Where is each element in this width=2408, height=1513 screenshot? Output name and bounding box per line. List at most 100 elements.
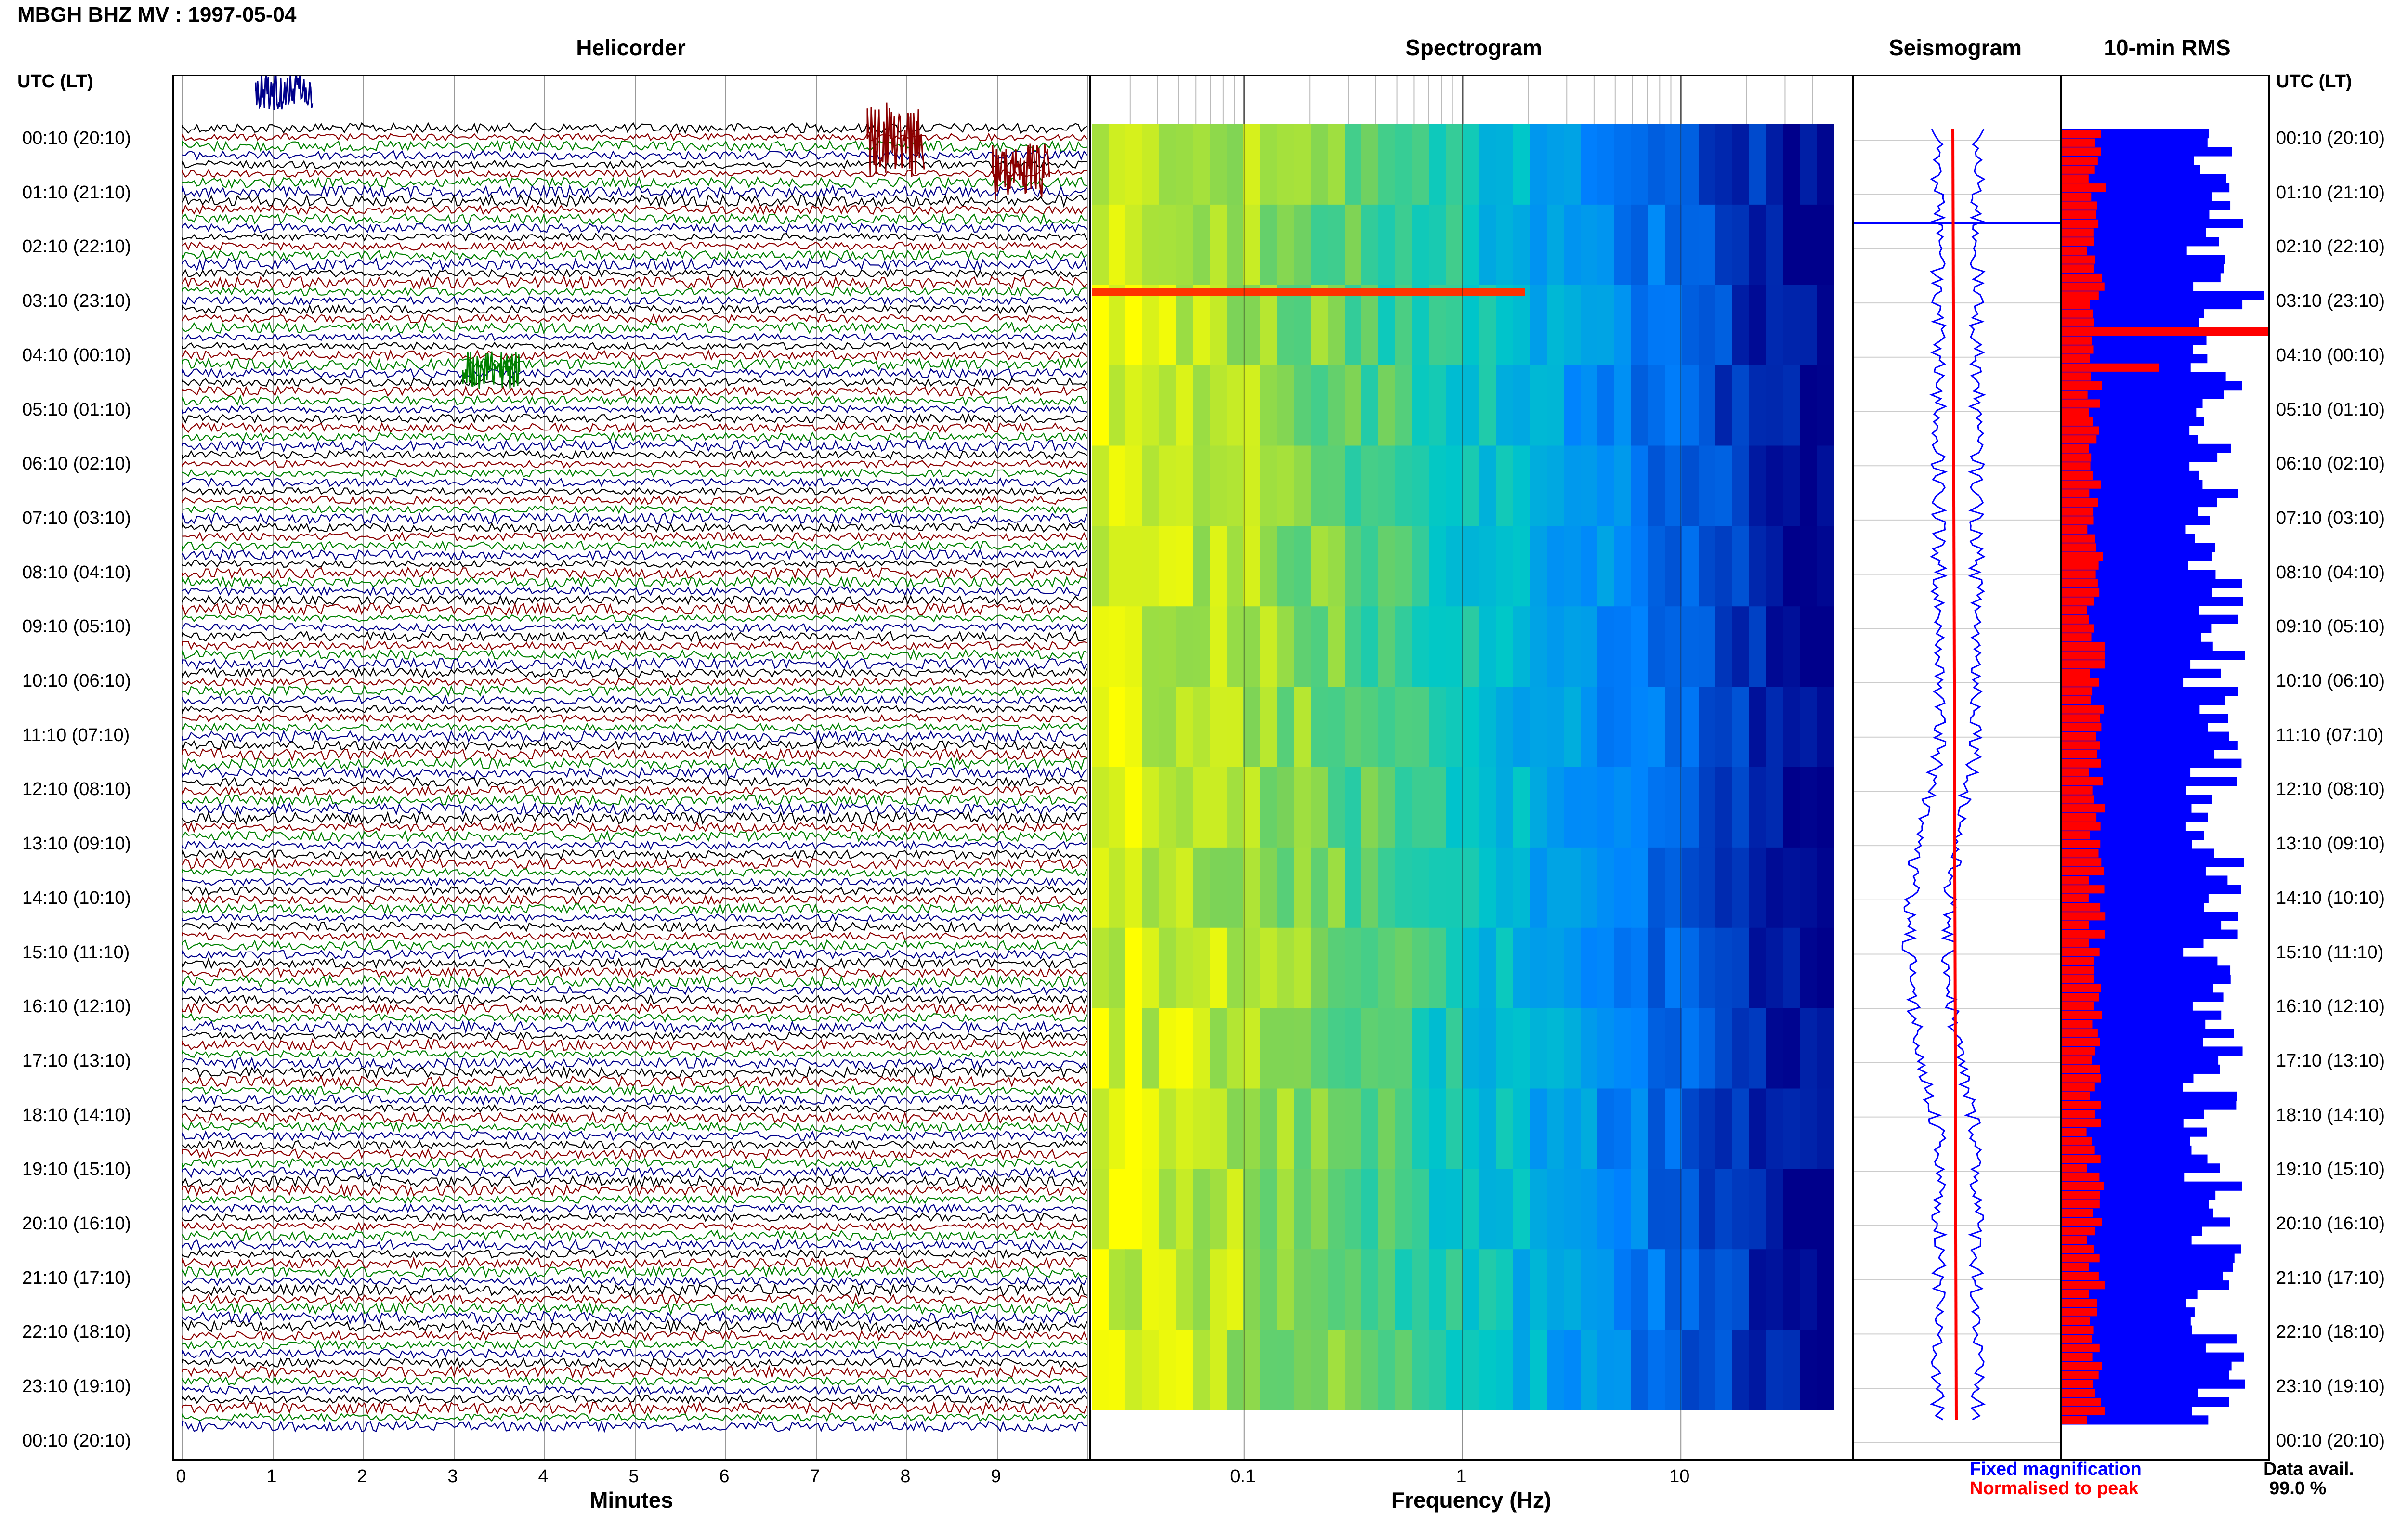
spectrogram-cell xyxy=(1749,847,1767,928)
spectrogram-cell xyxy=(1277,1249,1295,1330)
rms-bar-fixed xyxy=(2062,210,2210,220)
helicorder-trace xyxy=(182,295,1087,306)
spectrogram-cell xyxy=(1463,445,1480,527)
seismogram-normalised xyxy=(1951,129,1958,1420)
rms-bar-normalised xyxy=(2062,552,2103,561)
spectrogram-cell xyxy=(1142,1088,1160,1170)
spectrogram-cell xyxy=(1530,1249,1547,1330)
minutes-tick-label: 3 xyxy=(447,1466,458,1487)
spectrogram-cell xyxy=(1530,687,1547,768)
spectrogram-cell xyxy=(1193,1249,1210,1330)
helicorder-trace xyxy=(182,1121,1087,1133)
rms-bar-normalised xyxy=(2062,1119,2101,1128)
spectrogram-cell xyxy=(1328,1330,1345,1410)
helicorder-trace xyxy=(182,793,1087,807)
spectrogram-cell xyxy=(1665,365,1682,446)
spectrogram-cell xyxy=(1446,687,1463,768)
spectrogram-cell xyxy=(1294,1249,1311,1330)
spectrogram-cell xyxy=(1446,445,1463,527)
spectrogram-cell xyxy=(1715,1249,1733,1330)
spectrogram-cell xyxy=(1227,526,1244,607)
rms-bar-normalised xyxy=(2062,669,2090,678)
spectrogram-cell xyxy=(1159,1169,1177,1250)
spectrogram-cell xyxy=(1092,365,1109,446)
spectrogram-cell xyxy=(1766,1330,1783,1410)
spectrogram-cell xyxy=(1597,124,1615,205)
helicorder-trace xyxy=(182,511,1088,526)
spectrogram-cell xyxy=(1092,847,1109,928)
rms-bar-normalised xyxy=(2062,858,2102,867)
rms-bar-normalised xyxy=(2062,516,2094,525)
spectrogram-cell xyxy=(1193,1330,1210,1410)
spectrogram-cell xyxy=(1429,1249,1446,1330)
spectrogram-cell xyxy=(1328,365,1345,446)
spectrogram-cell xyxy=(1243,687,1261,768)
rms-bar-fixed xyxy=(2062,1046,2243,1056)
rms-bar-normalised xyxy=(2062,678,2099,687)
spectrogram-cell xyxy=(1412,1249,1429,1330)
spectrogram-cell xyxy=(1243,204,1261,286)
spectrogram-cell xyxy=(1142,526,1160,607)
spectrogram-cell xyxy=(1328,1008,1345,1089)
helicorder-trace xyxy=(182,431,1087,442)
spectrogram-cell xyxy=(1361,445,1379,527)
rms-bar-fixed xyxy=(2062,992,2224,1002)
spectrogram-cell xyxy=(1800,606,1817,688)
time-label-right: 04:10 (00:10) xyxy=(2276,345,2385,365)
spectrogram-cell xyxy=(1513,1008,1531,1089)
rms-bar-fixed xyxy=(2062,1415,2209,1425)
spectrogram-cell xyxy=(1210,526,1227,607)
rms-bar-fixed xyxy=(2062,741,2238,750)
helicorder-trace xyxy=(182,222,1087,234)
rms-bar-fixed xyxy=(2062,920,2222,930)
spectrogram-cell xyxy=(1109,767,1126,848)
rms-bar-normalised xyxy=(2062,1416,2087,1424)
time-label-right: 08:10 (04:10) xyxy=(2276,562,2385,583)
rms-plot xyxy=(2062,129,2268,1425)
spectrogram-cell xyxy=(1800,124,1817,205)
spectrogram-cell xyxy=(1142,285,1160,366)
spectrogram-cell xyxy=(1766,847,1783,928)
spectrogram-cell xyxy=(1328,1169,1345,1250)
rms-bar-fixed xyxy=(2062,246,2187,256)
rms-bar-normalised xyxy=(2062,975,2094,984)
spectrogram-cell xyxy=(1749,606,1767,688)
rms-bar-fixed xyxy=(2062,974,2231,984)
rms-bar-normalised xyxy=(2062,768,2089,777)
spectrogram-cell xyxy=(1227,365,1244,446)
spectrogram-cell xyxy=(1429,687,1446,768)
rms-bar-normalised xyxy=(2062,417,2093,426)
spectrogram-cell xyxy=(1513,606,1531,688)
spectrogram-cell xyxy=(1766,927,1783,1009)
spectrogram-cell xyxy=(1193,1088,1210,1170)
spectrogram-cell xyxy=(1817,1008,1834,1089)
spectrogram-cell xyxy=(1530,526,1547,607)
rms-bar-fixed xyxy=(2062,507,2198,516)
spectrogram-cell xyxy=(1665,445,1682,527)
spectrogram-cell xyxy=(1277,365,1295,446)
helicorder-trace xyxy=(182,594,1087,606)
helicorder-trace xyxy=(182,586,1087,597)
spectrogram-cell xyxy=(1277,606,1295,688)
spectrogram-cell xyxy=(1463,1330,1480,1410)
spectrogram-cell xyxy=(1109,1249,1126,1330)
rms-bar-normalised xyxy=(2062,543,2096,552)
helicorder-trace xyxy=(182,1203,1087,1214)
rms-bar-normalised xyxy=(2062,130,2101,138)
spectrogram-cell xyxy=(1665,1008,1682,1089)
spectrogram-cell xyxy=(1125,767,1143,848)
helicorder-trace xyxy=(182,169,1087,178)
helicorder-trace xyxy=(182,949,1087,960)
spectrogram-cell xyxy=(1513,526,1531,607)
spectrogram-cell xyxy=(1715,1169,1733,1250)
rms-bar-fixed xyxy=(2062,651,2245,660)
spectrogram-cell xyxy=(1227,445,1244,527)
spectrogram-cell xyxy=(1345,1008,1362,1089)
rms-bar-normalised xyxy=(2062,1074,2101,1083)
spectrogram-cell xyxy=(1817,204,1834,286)
spectrogram-cell xyxy=(1715,285,1733,366)
helicorder-trace xyxy=(182,877,1087,887)
spectrogram-cell xyxy=(1766,204,1783,286)
spectrogram-cell xyxy=(1682,526,1699,607)
spectrogram-cell xyxy=(1513,204,1531,286)
